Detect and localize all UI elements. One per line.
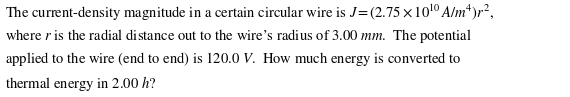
Text: The current-density magnitude in a certain circular wire is $J = (2.75\times10^{: The current-density magnitude in a certa… xyxy=(5,3,494,23)
Text: applied to the wire (end to end) is 120.0 $V$.  How much energy is converted to: applied to the wire (end to end) is 120.… xyxy=(5,50,461,68)
Text: thermal energy in 2.00 $h$?: thermal energy in 2.00 $h$? xyxy=(5,74,156,93)
Text: where $r$ is the radial distance out to the wire’s radius of 3.00 $mm$.  The pot: where $r$ is the radial distance out to … xyxy=(5,27,472,45)
